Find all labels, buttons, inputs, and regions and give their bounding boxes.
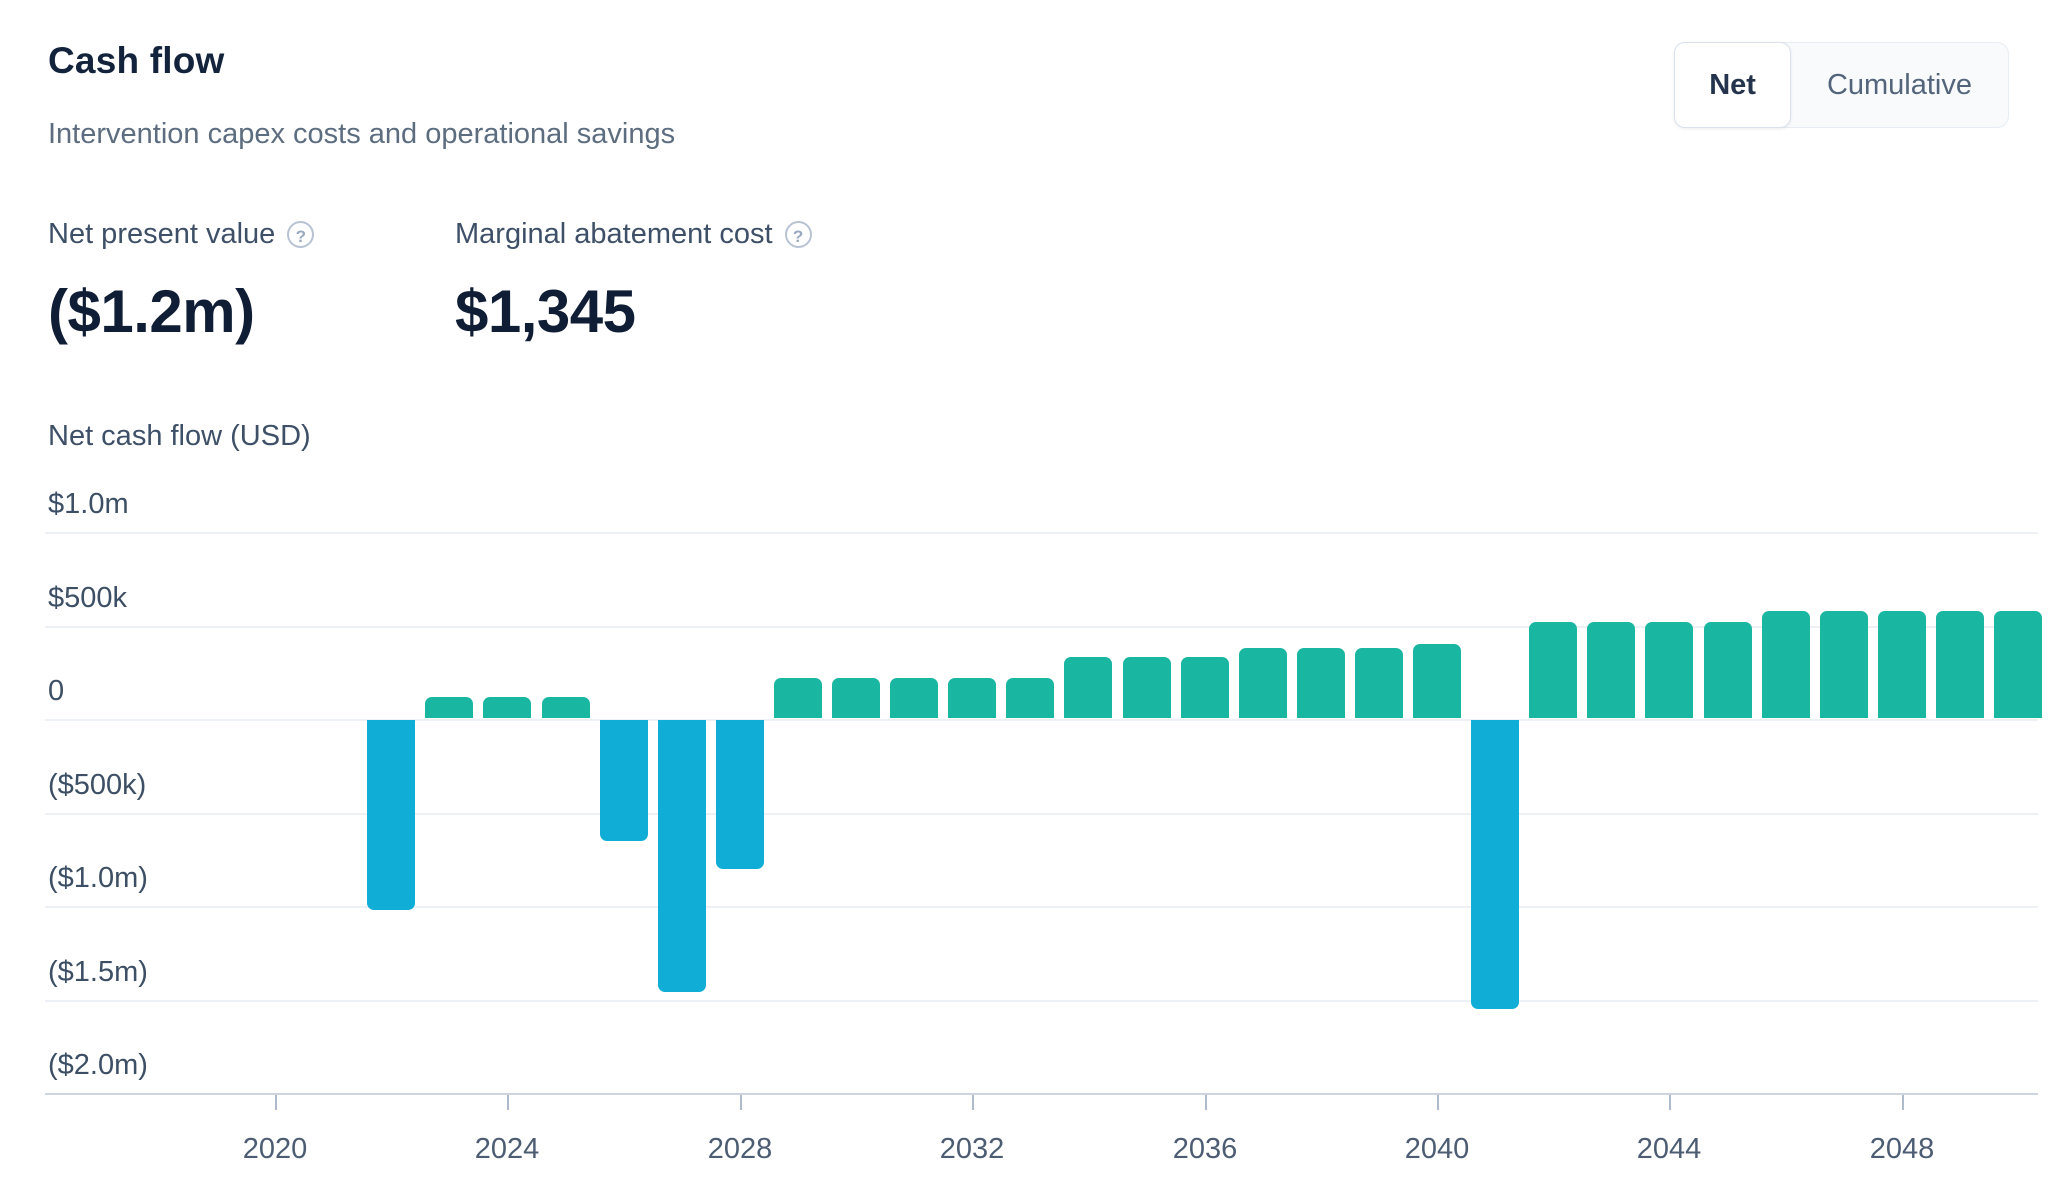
page-title: Cash flow: [48, 40, 225, 81]
x-tick-label: 2024: [474, 1133, 540, 1165]
x-axis-tick: [275, 1095, 277, 1110]
x-tick-label: 2028: [707, 1133, 773, 1165]
bar-2024[interactable]: [483, 697, 531, 718]
bar-2036[interactable]: [1181, 657, 1229, 718]
x-axis-tick: [1902, 1095, 1904, 1110]
toggle-option-cumulative-label: Cumulative: [1826, 68, 1972, 101]
bar-2031[interactable]: [890, 678, 938, 718]
kpi-marginal-abatement-cost: Marginal abatement cost ? $1,345: [455, 218, 812, 346]
y-tick-label: $1.0m: [48, 488, 129, 520]
y-tick-label: ($500k): [48, 769, 147, 801]
bar-2033[interactable]: [1006, 678, 1054, 718]
kpi-mac-value: $1,345: [455, 278, 636, 345]
bar-2023[interactable]: [425, 697, 473, 718]
bar-2045[interactable]: [1704, 622, 1752, 718]
gridline: [45, 1093, 2038, 1095]
bar-2028[interactable]: [716, 720, 764, 869]
x-axis-tick: [1437, 1095, 1439, 1110]
bar-2044[interactable]: [1645, 622, 1693, 718]
bar-2041[interactable]: [1471, 720, 1519, 1009]
x-axis-tick: [1669, 1095, 1671, 1110]
bar-2039[interactable]: [1355, 648, 1403, 718]
toggle-option-net[interactable]: Net: [1674, 42, 1791, 128]
x-axis-tick: [1205, 1095, 1207, 1110]
x-tick-label: 2044: [1636, 1133, 1702, 1165]
kpi-npv-label: Net present value: [48, 218, 276, 250]
gridline: [45, 719, 2038, 721]
y-tick-label: ($1.5m): [48, 956, 148, 988]
bar-2046[interactable]: [1762, 611, 1810, 718]
y-axis-title: Net cash flow (USD): [48, 420, 311, 452]
y-tick-label: ($2.0m): [48, 1049, 148, 1081]
x-axis-tick: [972, 1095, 974, 1110]
x-tick-label: 2020: [242, 1133, 308, 1165]
bar-2038[interactable]: [1297, 648, 1345, 718]
bar-2040[interactable]: [1413, 644, 1461, 718]
gridline: [45, 1000, 2038, 1002]
bar-2050[interactable]: [1994, 611, 2042, 718]
x-tick-label: 2048: [1869, 1133, 1935, 1165]
bar-2035[interactable]: [1123, 657, 1171, 718]
bar-2047[interactable]: [1820, 611, 1868, 718]
gridline: [45, 626, 2038, 628]
bar-2042[interactable]: [1529, 622, 1577, 718]
bar-2025[interactable]: [542, 697, 590, 718]
gridline: [45, 813, 2038, 815]
x-tick-label: 2036: [1172, 1133, 1238, 1165]
gridline: [45, 532, 2038, 534]
bar-2049[interactable]: [1936, 611, 1984, 718]
gridline: [45, 906, 2038, 908]
bar-2048[interactable]: [1878, 611, 1926, 718]
bar-2030[interactable]: [832, 678, 880, 718]
x-tick-label: 2040: [1404, 1133, 1470, 1165]
view-toggle: Net Cumulative: [1674, 42, 2009, 128]
bar-2043[interactable]: [1587, 622, 1635, 718]
kpi-npv-value: ($1.2m): [48, 278, 255, 345]
y-tick-label: $500k: [48, 582, 128, 614]
toggle-option-cumulative[interactable]: Cumulative: [1791, 43, 2008, 127]
help-icon[interactable]: ?: [287, 221, 315, 248]
page-subtitle: Intervention capex costs and operational…: [48, 118, 676, 150]
bar-2029[interactable]: [774, 678, 822, 718]
bar-2022[interactable]: [367, 720, 415, 910]
bar-2032[interactable]: [948, 678, 996, 718]
bar-2034[interactable]: [1064, 657, 1112, 718]
toggle-option-net-label: Net: [1709, 68, 1756, 101]
y-tick-label: 0: [48, 675, 65, 707]
help-icon[interactable]: ?: [784, 221, 812, 248]
kpi-net-present-value: Net present value ? ($1.2m): [48, 218, 315, 346]
bar-2026[interactable]: [600, 720, 648, 841]
bar-2037[interactable]: [1239, 648, 1287, 718]
kpi-mac-label: Marginal abatement cost: [455, 218, 773, 250]
x-tick-label: 2032: [939, 1133, 1005, 1165]
x-axis-tick: [507, 1095, 509, 1110]
x-axis-tick: [740, 1095, 742, 1110]
y-tick-label: ($1.0m): [48, 862, 148, 894]
bar-2027[interactable]: [658, 720, 706, 992]
